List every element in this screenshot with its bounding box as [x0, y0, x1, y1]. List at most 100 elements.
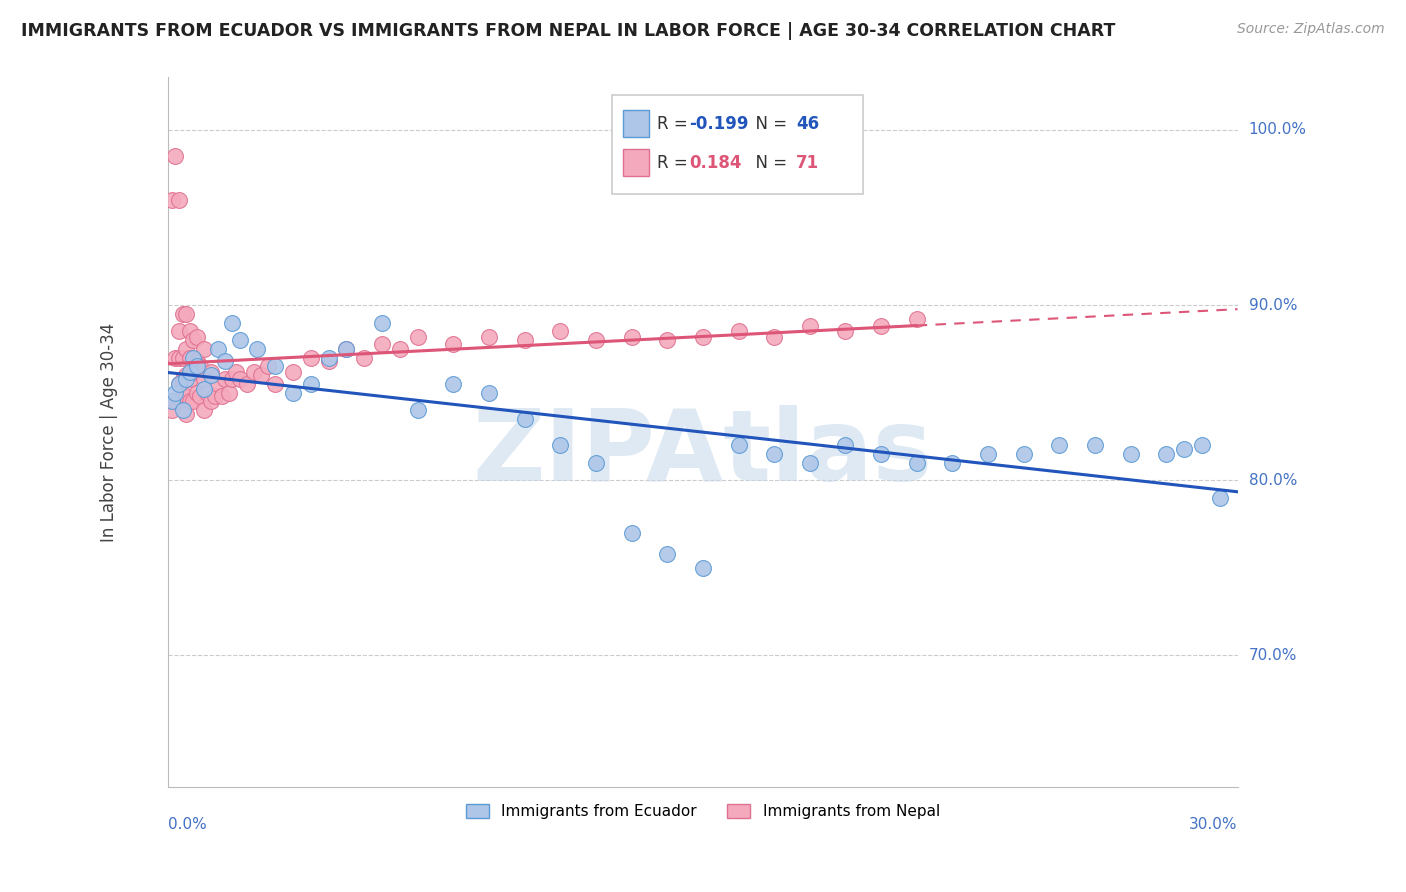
Point	[727, 438, 749, 452]
Point	[905, 456, 928, 470]
Point	[172, 372, 194, 386]
Point	[193, 342, 215, 356]
Point	[834, 325, 856, 339]
Text: 90.0%: 90.0%	[1249, 298, 1298, 313]
Text: 100.0%: 100.0%	[1249, 122, 1306, 137]
Text: 30.0%: 30.0%	[1189, 817, 1237, 832]
Point	[228, 372, 250, 386]
Text: 0.0%: 0.0%	[169, 817, 207, 832]
Text: N =: N =	[745, 114, 792, 133]
Text: R =: R =	[657, 114, 693, 133]
Point	[550, 438, 572, 452]
Point	[799, 456, 821, 470]
Text: 80.0%: 80.0%	[1249, 473, 1296, 488]
Point	[172, 307, 194, 321]
Point	[1191, 438, 1213, 452]
Point	[941, 456, 963, 470]
Point	[335, 342, 357, 356]
Point	[167, 351, 190, 365]
Text: 0.184: 0.184	[689, 153, 741, 171]
Point	[214, 354, 236, 368]
FancyBboxPatch shape	[623, 149, 650, 176]
Point	[221, 372, 243, 386]
Point	[550, 325, 572, 339]
Point	[692, 329, 714, 343]
Point	[174, 389, 197, 403]
Point	[186, 359, 208, 374]
Point	[478, 385, 501, 400]
Text: R =: R =	[657, 153, 693, 171]
Point	[160, 403, 183, 417]
Point	[246, 342, 269, 356]
Point	[228, 333, 250, 347]
Text: ZIPAtlas: ZIPAtlas	[472, 405, 934, 502]
Point	[620, 329, 643, 343]
Point	[657, 547, 679, 561]
Point	[197, 385, 219, 400]
Point	[692, 561, 714, 575]
Point	[174, 307, 197, 321]
Point	[441, 376, 464, 391]
Point	[299, 376, 322, 391]
Point	[388, 342, 411, 356]
Point	[181, 394, 204, 409]
Point	[179, 394, 201, 409]
Point	[218, 385, 240, 400]
Point	[172, 351, 194, 365]
Point	[406, 403, 429, 417]
Text: -0.199: -0.199	[689, 114, 748, 133]
Point	[167, 376, 190, 391]
Point	[1173, 442, 1195, 456]
Point	[174, 407, 197, 421]
Point	[160, 193, 183, 207]
Point	[190, 389, 212, 403]
Point	[193, 403, 215, 417]
Point	[165, 351, 187, 365]
Text: Source: ZipAtlas.com: Source: ZipAtlas.com	[1237, 22, 1385, 37]
Point	[335, 342, 357, 356]
Point	[174, 372, 197, 386]
Point	[1084, 438, 1107, 452]
Point	[1209, 491, 1232, 505]
Point	[1012, 447, 1035, 461]
Point	[657, 333, 679, 347]
Point	[165, 385, 187, 400]
Point	[585, 456, 607, 470]
Point	[870, 447, 893, 461]
Point	[870, 319, 893, 334]
Point	[181, 351, 204, 365]
Point	[478, 329, 501, 343]
Point	[160, 394, 183, 409]
Point	[167, 193, 190, 207]
Text: In Labor Force | Age 30-34: In Labor Force | Age 30-34	[100, 323, 118, 541]
Point	[167, 376, 190, 391]
Point	[763, 447, 786, 461]
Point	[179, 325, 201, 339]
Point	[513, 333, 536, 347]
Point	[179, 365, 201, 379]
Point	[193, 372, 215, 386]
Point	[186, 385, 208, 400]
Point	[257, 359, 280, 374]
Point	[165, 394, 187, 409]
Point	[214, 372, 236, 386]
Legend: Immigrants from Ecuador, Immigrants from Nepal: Immigrants from Ecuador, Immigrants from…	[460, 798, 946, 825]
Point	[371, 316, 394, 330]
Point	[264, 376, 287, 391]
Text: IMMIGRANTS FROM ECUADOR VS IMMIGRANTS FROM NEPAL IN LABOR FORCE | AGE 30-34 CORR: IMMIGRANTS FROM ECUADOR VS IMMIGRANTS FR…	[21, 22, 1115, 40]
Point	[441, 336, 464, 351]
Point	[186, 329, 208, 343]
Point	[620, 525, 643, 540]
Point	[165, 149, 187, 163]
Point	[799, 319, 821, 334]
Point	[190, 359, 212, 374]
Point	[179, 351, 201, 365]
Point	[167, 325, 190, 339]
Point	[207, 376, 229, 391]
Point	[211, 389, 233, 403]
Point	[225, 365, 247, 379]
Point	[406, 329, 429, 343]
Point	[1047, 438, 1070, 452]
Point	[264, 359, 287, 374]
Point	[763, 329, 786, 343]
